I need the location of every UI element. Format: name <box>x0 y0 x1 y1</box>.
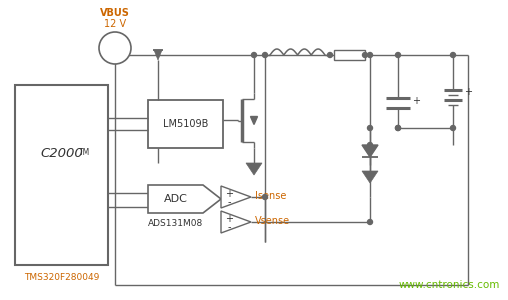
Text: +: + <box>225 189 233 199</box>
Text: ADS131M08: ADS131M08 <box>148 220 203 229</box>
Circle shape <box>451 125 456 130</box>
Polygon shape <box>154 50 162 60</box>
Circle shape <box>367 142 372 148</box>
Text: -: - <box>227 197 231 207</box>
Text: C2000: C2000 <box>40 147 83 160</box>
Text: +: + <box>464 87 472 97</box>
Circle shape <box>396 125 400 130</box>
Text: Vsense: Vsense <box>255 216 290 226</box>
Text: Isense: Isense <box>255 191 287 201</box>
Circle shape <box>367 52 372 58</box>
Text: ADC: ADC <box>164 194 187 204</box>
Bar <box>334 50 365 60</box>
Circle shape <box>396 52 400 58</box>
Circle shape <box>328 52 333 58</box>
Text: TMS320F280049: TMS320F280049 <box>24 272 99 281</box>
Circle shape <box>451 52 456 58</box>
Bar <box>148 100 223 148</box>
Polygon shape <box>362 145 378 157</box>
Bar <box>15 85 108 265</box>
Circle shape <box>263 194 268 200</box>
Text: LM5109B: LM5109B <box>163 119 208 129</box>
Circle shape <box>99 32 131 64</box>
Text: 12 V: 12 V <box>104 19 126 29</box>
Text: TM: TM <box>79 148 90 158</box>
Polygon shape <box>221 211 251 233</box>
Text: +: + <box>225 214 233 224</box>
Text: -: - <box>227 222 231 232</box>
Text: www.cntronics.com: www.cntronics.com <box>399 280 500 290</box>
Circle shape <box>251 52 257 58</box>
Polygon shape <box>362 171 378 183</box>
Circle shape <box>367 125 372 130</box>
Circle shape <box>363 52 367 58</box>
Text: VBUS: VBUS <box>100 8 130 18</box>
Circle shape <box>367 220 372 224</box>
Circle shape <box>396 125 400 130</box>
Text: +: + <box>412 96 420 106</box>
Polygon shape <box>221 186 251 208</box>
Circle shape <box>263 52 268 58</box>
Polygon shape <box>148 185 221 213</box>
Polygon shape <box>250 116 258 124</box>
Polygon shape <box>246 163 262 175</box>
